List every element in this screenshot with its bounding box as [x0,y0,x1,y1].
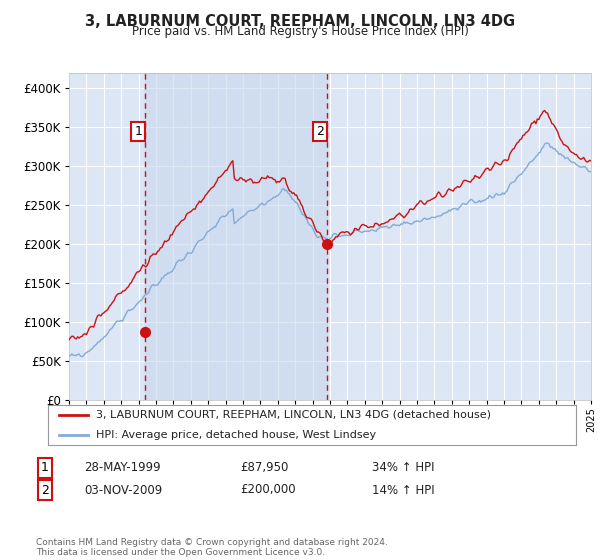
Text: 2: 2 [41,483,49,497]
Text: £87,950: £87,950 [240,461,289,474]
Text: HPI: Average price, detached house, West Lindsey: HPI: Average price, detached house, West… [95,430,376,440]
Text: £200,000: £200,000 [240,483,296,497]
Bar [145,73,327,400]
Text: 2: 2 [316,125,324,138]
Text: Price paid vs. HM Land Registry's House Price Index (HPI): Price paid vs. HM Land Registry's House … [131,25,469,38]
Text: 28-MAY-1999: 28-MAY-1999 [84,461,161,474]
Text: 03-NOV-2009: 03-NOV-2009 [84,483,162,497]
Text: 1: 1 [134,125,142,138]
Text: 14% ↑ HPI: 14% ↑ HPI [372,483,434,497]
Text: 3, LABURNUM COURT, REEPHAM, LINCOLN, LN3 4DG: 3, LABURNUM COURT, REEPHAM, LINCOLN, LN3… [85,14,515,29]
Text: Contains HM Land Registry data © Crown copyright and database right 2024.
This d: Contains HM Land Registry data © Crown c… [36,538,388,557]
Text: 3, LABURNUM COURT, REEPHAM, LINCOLN, LN3 4DG (detached house): 3, LABURNUM COURT, REEPHAM, LINCOLN, LN3… [95,410,491,420]
Text: 34% ↑ HPI: 34% ↑ HPI [372,461,434,474]
Text: 1: 1 [41,461,49,474]
